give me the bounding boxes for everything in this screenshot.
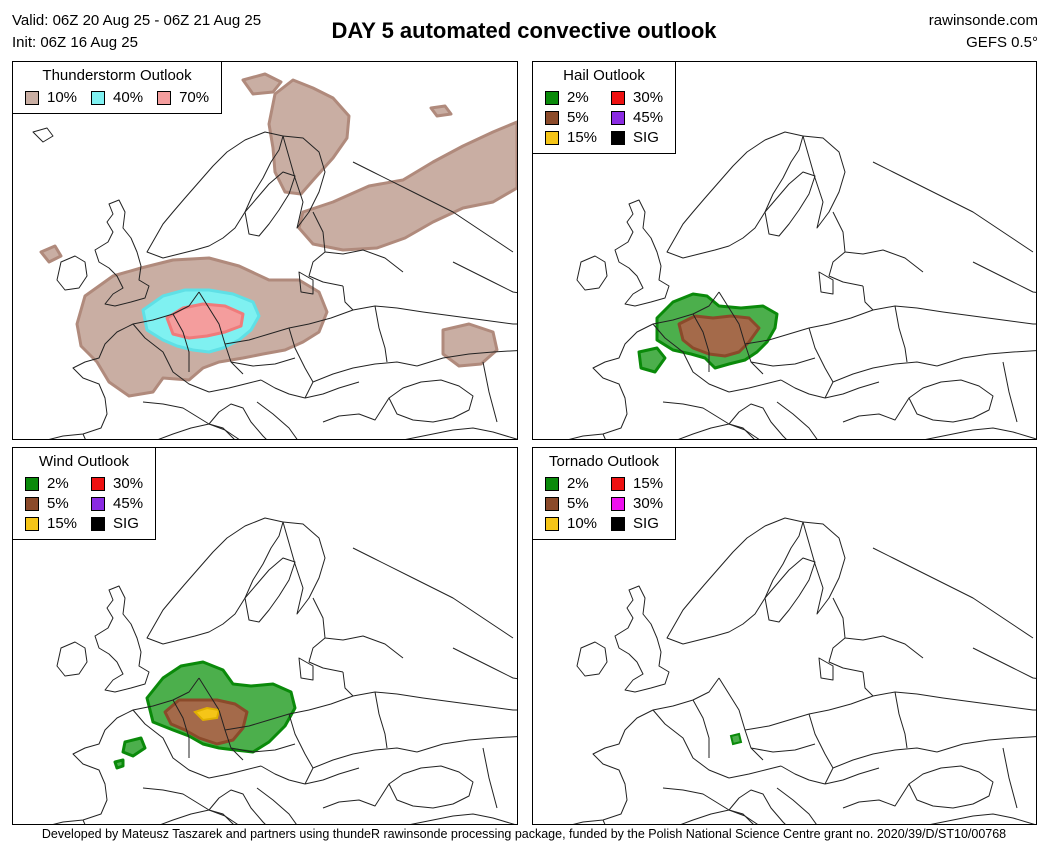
legend-label: 30% bbox=[633, 495, 664, 512]
legend-label: 10% bbox=[567, 515, 598, 532]
legend-item: 30% bbox=[611, 494, 663, 513]
legend-item: 45% bbox=[611, 108, 663, 127]
legend-label: SIG bbox=[633, 129, 659, 146]
legend-swatch bbox=[545, 496, 559, 511]
footer-credit: Developed by Mateusz Taszarek and partne… bbox=[41, 827, 1007, 841]
legend-swatch bbox=[545, 476, 559, 491]
legend-item: 15% bbox=[611, 474, 663, 493]
legend-label: 2% bbox=[567, 475, 589, 492]
legend-item: 2% bbox=[25, 474, 77, 493]
panel-thunderstorm: Thunderstorm Outlook 10% 40% 70% bbox=[12, 61, 518, 440]
legend-item: 15% bbox=[545, 128, 597, 147]
legend-label: 45% bbox=[113, 495, 144, 512]
legend-label: 15% bbox=[47, 515, 78, 532]
legend-label: 5% bbox=[47, 495, 69, 512]
header-right: rawinsonde.com GEFS 0.5° bbox=[929, 10, 1038, 54]
legend-item: 10% bbox=[545, 514, 597, 533]
legend-item: SIG bbox=[611, 514, 663, 533]
legend-title: Wind Outlook bbox=[39, 453, 130, 470]
legend-title: Hail Outlook bbox=[563, 67, 645, 84]
legend-item: SIG bbox=[611, 128, 663, 147]
legend-wind: Wind Outlook 2% 30% 5% 45% 15% SIG bbox=[13, 448, 157, 540]
legend-item: SIG bbox=[91, 514, 143, 533]
map-hail bbox=[552, 127, 1036, 439]
legend-swatch bbox=[611, 476, 626, 491]
legend-label: SIG bbox=[633, 515, 659, 532]
legend-items: 10% 40% 70% bbox=[25, 88, 209, 107]
legend-swatch bbox=[611, 516, 626, 531]
legend-items: 2% 30% 5% 45% 15% SIG bbox=[25, 474, 143, 533]
wind-5-area bbox=[163, 698, 249, 746]
legend-swatch bbox=[611, 110, 626, 125]
wind-15-area bbox=[193, 706, 221, 722]
legend-item: 2% bbox=[545, 474, 597, 493]
legend-item: 2% bbox=[545, 88, 597, 107]
legend-label: 30% bbox=[113, 475, 144, 492]
legend-label: 30% bbox=[633, 89, 664, 106]
legend-label: 15% bbox=[567, 129, 598, 146]
legend-label: SIG bbox=[113, 515, 139, 532]
legend-swatch bbox=[91, 90, 106, 105]
legend-swatch bbox=[611, 496, 626, 511]
legend-item: 45% bbox=[91, 494, 143, 513]
legend-swatch bbox=[91, 496, 106, 511]
init-time: Init: 06Z 16 Aug 25 bbox=[12, 34, 138, 51]
legend-item: 5% bbox=[545, 108, 597, 127]
legend-swatch bbox=[157, 90, 172, 105]
map-tornado bbox=[552, 513, 1036, 824]
legend-swatch bbox=[25, 90, 39, 105]
legend-item: 5% bbox=[25, 494, 77, 513]
thunder-70-area bbox=[165, 302, 245, 340]
legend-swatch bbox=[91, 516, 106, 531]
page-title: DAY 5 automated convective outlook bbox=[331, 18, 717, 43]
legend-label: 15% bbox=[633, 475, 664, 492]
thunder-10-area bbox=[39, 72, 517, 398]
legend-item: 10% bbox=[25, 88, 77, 107]
legend-swatch bbox=[545, 516, 559, 531]
legend-swatch bbox=[91, 476, 106, 491]
legend-item: 5% bbox=[545, 494, 597, 513]
model-name: GEFS 0.5° bbox=[966, 34, 1038, 51]
legend-swatch bbox=[611, 130, 626, 145]
legend-thunderstorm: Thunderstorm Outlook 10% 40% 70% bbox=[13, 62, 223, 114]
legend-item: 30% bbox=[611, 88, 663, 107]
legend-item: 70% bbox=[157, 88, 209, 107]
panel-tornado: Tornado Outlook 2% 15% 5% 30% 10% SIG bbox=[532, 447, 1037, 825]
legend-label: 45% bbox=[633, 109, 664, 126]
map-thunderstorm bbox=[32, 72, 517, 439]
header-left: Valid: 06Z 20 Aug 25 - 06Z 21 Aug 25 Ini… bbox=[12, 10, 261, 54]
panel-wind: Wind Outlook 2% 30% 5% 45% 15% SIG bbox=[12, 447, 518, 825]
legend-label: 40% bbox=[113, 89, 144, 106]
legend-swatch bbox=[25, 516, 39, 531]
legend-swatch bbox=[25, 476, 39, 491]
legend-item: 15% bbox=[25, 514, 77, 533]
legend-swatch bbox=[545, 130, 559, 145]
legend-label: 2% bbox=[567, 89, 589, 106]
legend-swatch bbox=[545, 110, 559, 125]
legend-label: 5% bbox=[567, 495, 589, 512]
legend-items: 2% 15% 5% 30% 10% SIG bbox=[545, 474, 663, 533]
legend-label: 10% bbox=[47, 89, 78, 106]
legend-title: Thunderstorm Outlook bbox=[42, 67, 192, 84]
legend-item: 30% bbox=[91, 474, 143, 493]
legend-label: 2% bbox=[47, 475, 69, 492]
legend-label: 5% bbox=[567, 109, 589, 126]
valid-time: Valid: 06Z 20 Aug 25 - 06Z 21 Aug 25 bbox=[12, 12, 262, 29]
legend-swatch bbox=[545, 90, 559, 105]
legend-item: 40% bbox=[91, 88, 143, 107]
legend-tornado: Tornado Outlook 2% 15% 5% 30% 10% SIG bbox=[533, 448, 677, 540]
map-wind bbox=[32, 513, 517, 824]
legend-items: 2% 30% 5% 45% 15% SIG bbox=[545, 88, 663, 147]
legend-swatch bbox=[25, 496, 39, 511]
site-name: rawinsonde.com bbox=[928, 12, 1038, 29]
legend-label: 70% bbox=[179, 89, 210, 106]
tornado-2-area bbox=[729, 732, 743, 746]
legend-swatch bbox=[611, 90, 626, 105]
legend-hail: Hail Outlook 2% 30% 5% 45% 15% SIG bbox=[533, 62, 677, 154]
panel-hail: Hail Outlook 2% 30% 5% 45% 15% SIG bbox=[532, 61, 1037, 440]
hail-5-area bbox=[677, 314, 761, 358]
legend-title: Tornado Outlook bbox=[548, 453, 660, 470]
